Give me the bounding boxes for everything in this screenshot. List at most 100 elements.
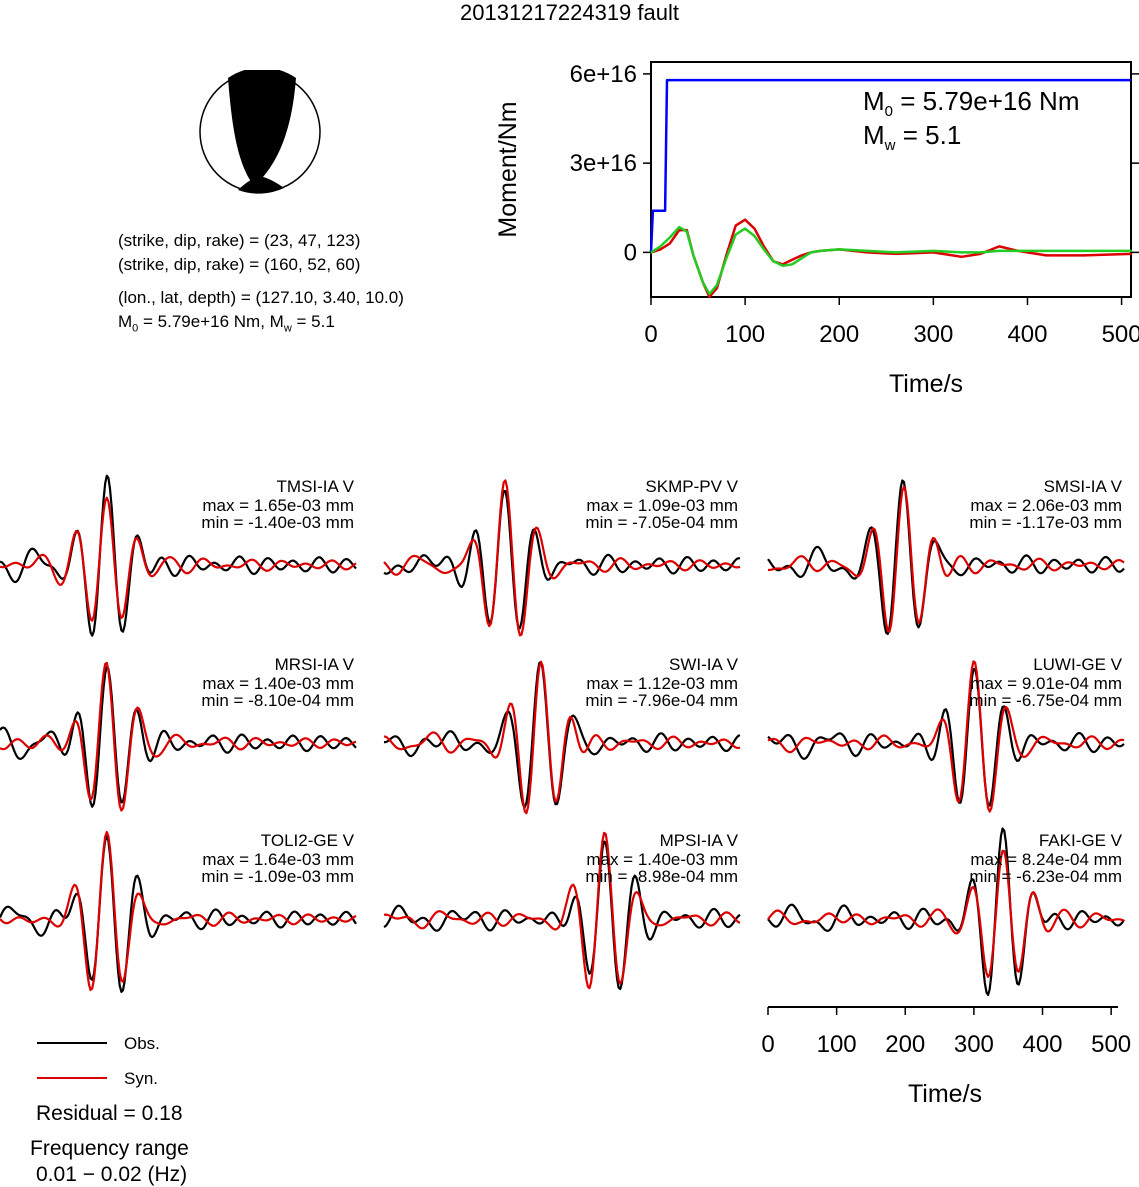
synthetic-trace xyxy=(767,849,1125,978)
moment-plot: 0 100 200 300 400 500 0 3e+16 6e+16 Time/s Moment/… xyxy=(494,61,1139,398)
mechanism-line-1: (strike, dip, rake) = (23, 47, 123) xyxy=(118,231,361,250)
legend-syn-label: Syn. xyxy=(124,1069,159,1088)
moment-x-tick-label: 100 xyxy=(725,321,765,348)
synthetic-trace xyxy=(0,496,357,622)
moment-x-tick-label: 300 xyxy=(913,321,953,348)
station-name: TMSI-IA V xyxy=(276,477,354,496)
station-max: max = 1.09e-03 mm xyxy=(586,496,738,515)
moment-x-tick-label: 400 xyxy=(1007,321,1047,348)
waveform-time-axis: 0 100 200 300 400 500 Time/s xyxy=(761,1006,1131,1108)
station-max: max = 8.24e-04 mm xyxy=(970,850,1122,869)
synthetic-trace xyxy=(767,485,1125,633)
observed-trace xyxy=(0,835,357,993)
frequency-range-value: 0.01 − 0.02 (Hz) xyxy=(36,1163,188,1186)
station-max: max = 1.65e-03 mm xyxy=(202,496,354,515)
bottom-x-tick-label: 500 xyxy=(1091,1031,1131,1058)
waveform-panel xyxy=(383,479,741,637)
observed-trace xyxy=(383,840,741,991)
bottom-x-tick-label: 100 xyxy=(817,1031,857,1058)
moment-y-tick-label: 3e+16 xyxy=(570,150,637,177)
station-min: min = -8.10e-04 mm xyxy=(201,691,354,710)
moment-x-tick-label: 200 xyxy=(819,321,859,348)
synthetic-trace xyxy=(383,660,741,815)
station-min: min = -1.40e-03 mm xyxy=(201,513,354,532)
station-max: max = 1.64e-03 mm xyxy=(202,850,354,869)
observed-trace xyxy=(0,474,357,637)
moment-x-axis-label: Time/s xyxy=(889,370,963,398)
station-name: MRSI-IA V xyxy=(274,655,354,674)
waveform-panel xyxy=(383,660,741,815)
station-name: SKMP-PV V xyxy=(645,477,738,496)
waveform-panel xyxy=(0,830,357,993)
station-min: min = -1.09e-03 mm xyxy=(201,867,354,886)
moment-series-line-2 xyxy=(649,225,1133,296)
moment-y-tick-label: 0 xyxy=(624,239,637,266)
waveform-panel xyxy=(767,660,1125,813)
observed-trace xyxy=(767,827,1125,996)
station-max: max = 1.40e-03 mm xyxy=(202,674,354,693)
synthetic-trace xyxy=(383,831,741,990)
station-name: LUWI-GE V xyxy=(1033,655,1122,674)
beachball-icon xyxy=(199,70,321,194)
mw-subscript: w xyxy=(283,322,292,335)
station-min: min = -8.98e-04 mm xyxy=(585,867,738,886)
residual-label: Residual = 0.18 xyxy=(36,1102,183,1125)
moment-series-line-1 xyxy=(649,218,1133,299)
location-line: (lon., lat, depth) = (127.10, 3.40, 10.0… xyxy=(118,288,404,307)
m0-subscript: 0 xyxy=(132,322,139,335)
bottom-x-tick-label: 300 xyxy=(954,1031,994,1058)
mechanism-line-2: (strike, dip, rake) = (160, 52, 60) xyxy=(118,255,361,274)
waveform-panel xyxy=(383,831,741,991)
moment-x-tick-label: 0 xyxy=(644,321,657,348)
station-max: max = 9.01e-04 mm xyxy=(970,674,1122,693)
moment-m0-annotation: M0 = 5.79e+16 Nm xyxy=(863,86,1079,120)
frequency-range-label: Frequency range xyxy=(30,1137,189,1160)
observed-trace xyxy=(0,665,357,808)
station-max: max = 1.40e-03 mm xyxy=(586,850,738,869)
waveform-panel xyxy=(767,479,1125,635)
observed-trace xyxy=(384,660,741,809)
legend-obs-label: Obs. xyxy=(124,1034,160,1053)
waveform-panel xyxy=(0,474,357,637)
station-min: min = -6.75e-04 mm xyxy=(969,691,1122,710)
moment-x-tick-label: 500 xyxy=(1102,321,1139,348)
synthetic-trace xyxy=(0,661,357,812)
waveform-panel xyxy=(0,661,357,812)
moment-plot-frame xyxy=(650,61,1132,298)
magnitude-line: M0 = 5.79e+16 Nm, Mw = 5.1 xyxy=(118,311,335,339)
synthetic-trace xyxy=(383,479,741,637)
synthetic-trace xyxy=(0,830,357,992)
synthetic-trace xyxy=(767,660,1125,813)
mw-value: = 5.1 xyxy=(291,312,335,331)
station-min: min = -6.23e-04 mm xyxy=(969,867,1122,886)
observed-trace xyxy=(383,490,741,630)
station-min: min = -7.96e-04 mm xyxy=(585,691,738,710)
bottom-x-tick-label: 400 xyxy=(1022,1031,1062,1058)
legend-lines xyxy=(37,1042,107,1079)
moment-mw-annotation: Mw = 5.1 xyxy=(863,120,961,154)
station-name: SWI-IA V xyxy=(669,655,738,674)
station-name: FAKI-GE V xyxy=(1038,831,1122,850)
station-min: min = -7.05e-04 mm xyxy=(585,513,738,532)
station-max: max = 1.12e-03 mm xyxy=(586,674,738,693)
page-title: 20131217224319 fault xyxy=(460,0,679,25)
bottom-x-axis-label: Time/s xyxy=(908,1080,982,1108)
bottom-x-tick-label: 0 xyxy=(761,1031,774,1058)
station-name: TOLI2-GE V xyxy=(260,831,354,850)
moment-series-line-0 xyxy=(649,78,1131,253)
station-name: SMSI-IA V xyxy=(1043,477,1122,496)
station-min: min = -1.17e-03 mm xyxy=(969,513,1122,532)
bottom-x-tick-label: 200 xyxy=(885,1031,925,1058)
m0-symbol: M xyxy=(118,312,133,331)
station-max: max = 2.06e-03 mm xyxy=(970,496,1122,515)
observed-trace xyxy=(767,479,1125,635)
waveform-panel xyxy=(767,827,1125,996)
moment-y-axis-label: Moment/Nm xyxy=(494,101,522,237)
